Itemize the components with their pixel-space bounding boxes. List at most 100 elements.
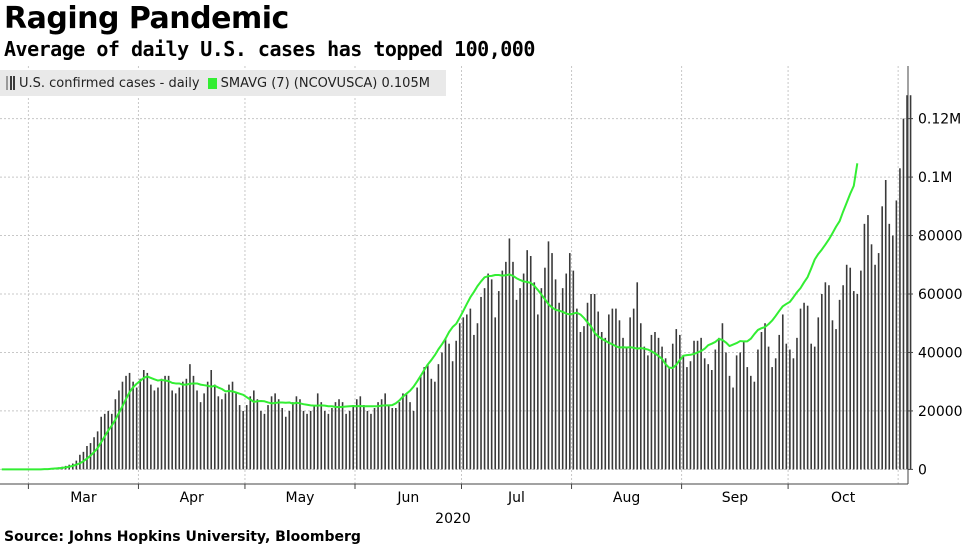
bar-day-140 <box>497 291 500 470</box>
bar-day-103 <box>366 410 369 470</box>
bar-day-42 <box>150 384 152 470</box>
bar-day-216 <box>767 346 770 470</box>
bar-day-118 <box>419 375 422 470</box>
bar-day-235 <box>835 329 837 470</box>
bar-day-50 <box>178 387 181 470</box>
bar-day-215 <box>764 323 766 470</box>
bar-day-27 <box>96 431 99 470</box>
chart-subtitle: Average of daily U.S. cases has topped 1… <box>4 37 535 61</box>
bar-day-237 <box>842 285 844 470</box>
bar-day-214 <box>760 332 763 470</box>
seven-day-average-line <box>1 163 859 471</box>
bar-day-254 <box>902 118 905 470</box>
legend: U.S. confirmed cases - daily SMAVG (7) (… <box>0 70 446 96</box>
bar-day-203 <box>721 323 724 470</box>
bar-day-231 <box>821 294 823 470</box>
bar-day-219 <box>778 334 781 470</box>
bar-day-128 <box>455 340 457 470</box>
bar-day-151 <box>537 314 539 470</box>
bar-day-86 <box>306 413 308 470</box>
bar-day-246 <box>874 264 876 470</box>
bar-day-33 <box>118 390 120 470</box>
bar-day-46 <box>164 375 166 470</box>
bar-day-171 <box>608 314 610 470</box>
y-tick-label-1: 20000 <box>918 404 963 420</box>
bar-day-129 <box>458 323 461 470</box>
bar-day-63 <box>224 393 227 470</box>
bar-day-188 <box>668 367 670 470</box>
bar-day-100 <box>355 399 358 470</box>
bar-day-74 <box>263 413 266 470</box>
bar-day-161 <box>572 270 575 470</box>
bar-day-153 <box>544 267 546 470</box>
bar-day-132 <box>469 308 472 470</box>
bar-day-89 <box>316 393 319 470</box>
bar-day-199 <box>707 364 710 470</box>
bar-day-35 <box>125 375 127 470</box>
bar-day-34 <box>121 381 124 470</box>
daily-cases-bars <box>40 95 912 470</box>
bar-day-143 <box>508 238 511 470</box>
bar-day-94 <box>334 402 337 470</box>
bar-day-96 <box>341 402 344 470</box>
x-tick-label-mar: Mar <box>70 490 97 506</box>
bar-day-204 <box>725 352 727 470</box>
bar-day-162 <box>576 308 578 470</box>
bar-day-107 <box>380 399 383 470</box>
bar-day-67 <box>238 405 241 470</box>
bar-day-72 <box>256 399 259 470</box>
bar-day-49 <box>174 393 177 470</box>
bar-day-227 <box>806 305 809 470</box>
bar-day-250 <box>888 223 891 470</box>
x-tick-label-oct: Oct <box>831 490 856 506</box>
bar-day-85 <box>302 410 305 470</box>
bar-day-196 <box>696 340 699 470</box>
bar-day-225 <box>799 308 802 470</box>
bar-day-184 <box>654 332 656 470</box>
grid-lines <box>0 66 908 484</box>
bar-day-130 <box>462 317 465 470</box>
bar-day-52 <box>185 378 188 470</box>
bar-day-139 <box>494 317 497 470</box>
bar-day-105 <box>373 408 376 470</box>
bar-day-126 <box>448 343 450 470</box>
bar-day-145 <box>515 299 518 470</box>
bar-day-106 <box>377 402 379 470</box>
legend-item-daily: U.S. confirmed cases - daily <box>6 76 200 91</box>
bar-day-51 <box>182 381 184 470</box>
bar-day-127 <box>451 361 454 470</box>
bar-day-180 <box>639 323 642 470</box>
bar-day-110 <box>391 408 394 470</box>
bar-day-213 <box>757 349 759 470</box>
bar-day-32 <box>114 399 117 470</box>
y-tick-label-5: 0.1M <box>918 170 952 186</box>
bar-day-220 <box>781 314 784 470</box>
bar-day-83 <box>295 396 298 470</box>
bar-day-84 <box>299 399 301 470</box>
bar-day-122 <box>434 381 436 470</box>
bar-day-98 <box>348 410 351 470</box>
bar-day-92 <box>327 413 330 470</box>
bar-day-194 <box>689 361 692 470</box>
bar-day-156 <box>554 279 557 470</box>
bar-day-121 <box>430 378 433 470</box>
bar-day-209 <box>742 340 745 470</box>
bar-day-111 <box>395 408 397 470</box>
bar-day-64 <box>228 384 230 470</box>
bar-day-55 <box>196 390 198 470</box>
bar-day-37 <box>132 381 134 470</box>
bar-day-181 <box>643 346 646 470</box>
bar-day-45 <box>160 378 163 470</box>
bar-day-75 <box>267 405 269 470</box>
bar-day-197 <box>700 337 702 470</box>
bar-day-78 <box>277 399 280 470</box>
bar-day-166 <box>590 294 592 470</box>
bar-day-210 <box>746 367 749 470</box>
bar-day-76 <box>270 396 273 470</box>
bar-day-224 <box>796 337 798 470</box>
y-tick-label-2: 40000 <box>918 345 963 361</box>
bar-day-165 <box>586 302 589 470</box>
bar-day-146 <box>519 288 521 470</box>
bar-day-185 <box>657 337 660 470</box>
bar-day-238 <box>845 264 848 470</box>
